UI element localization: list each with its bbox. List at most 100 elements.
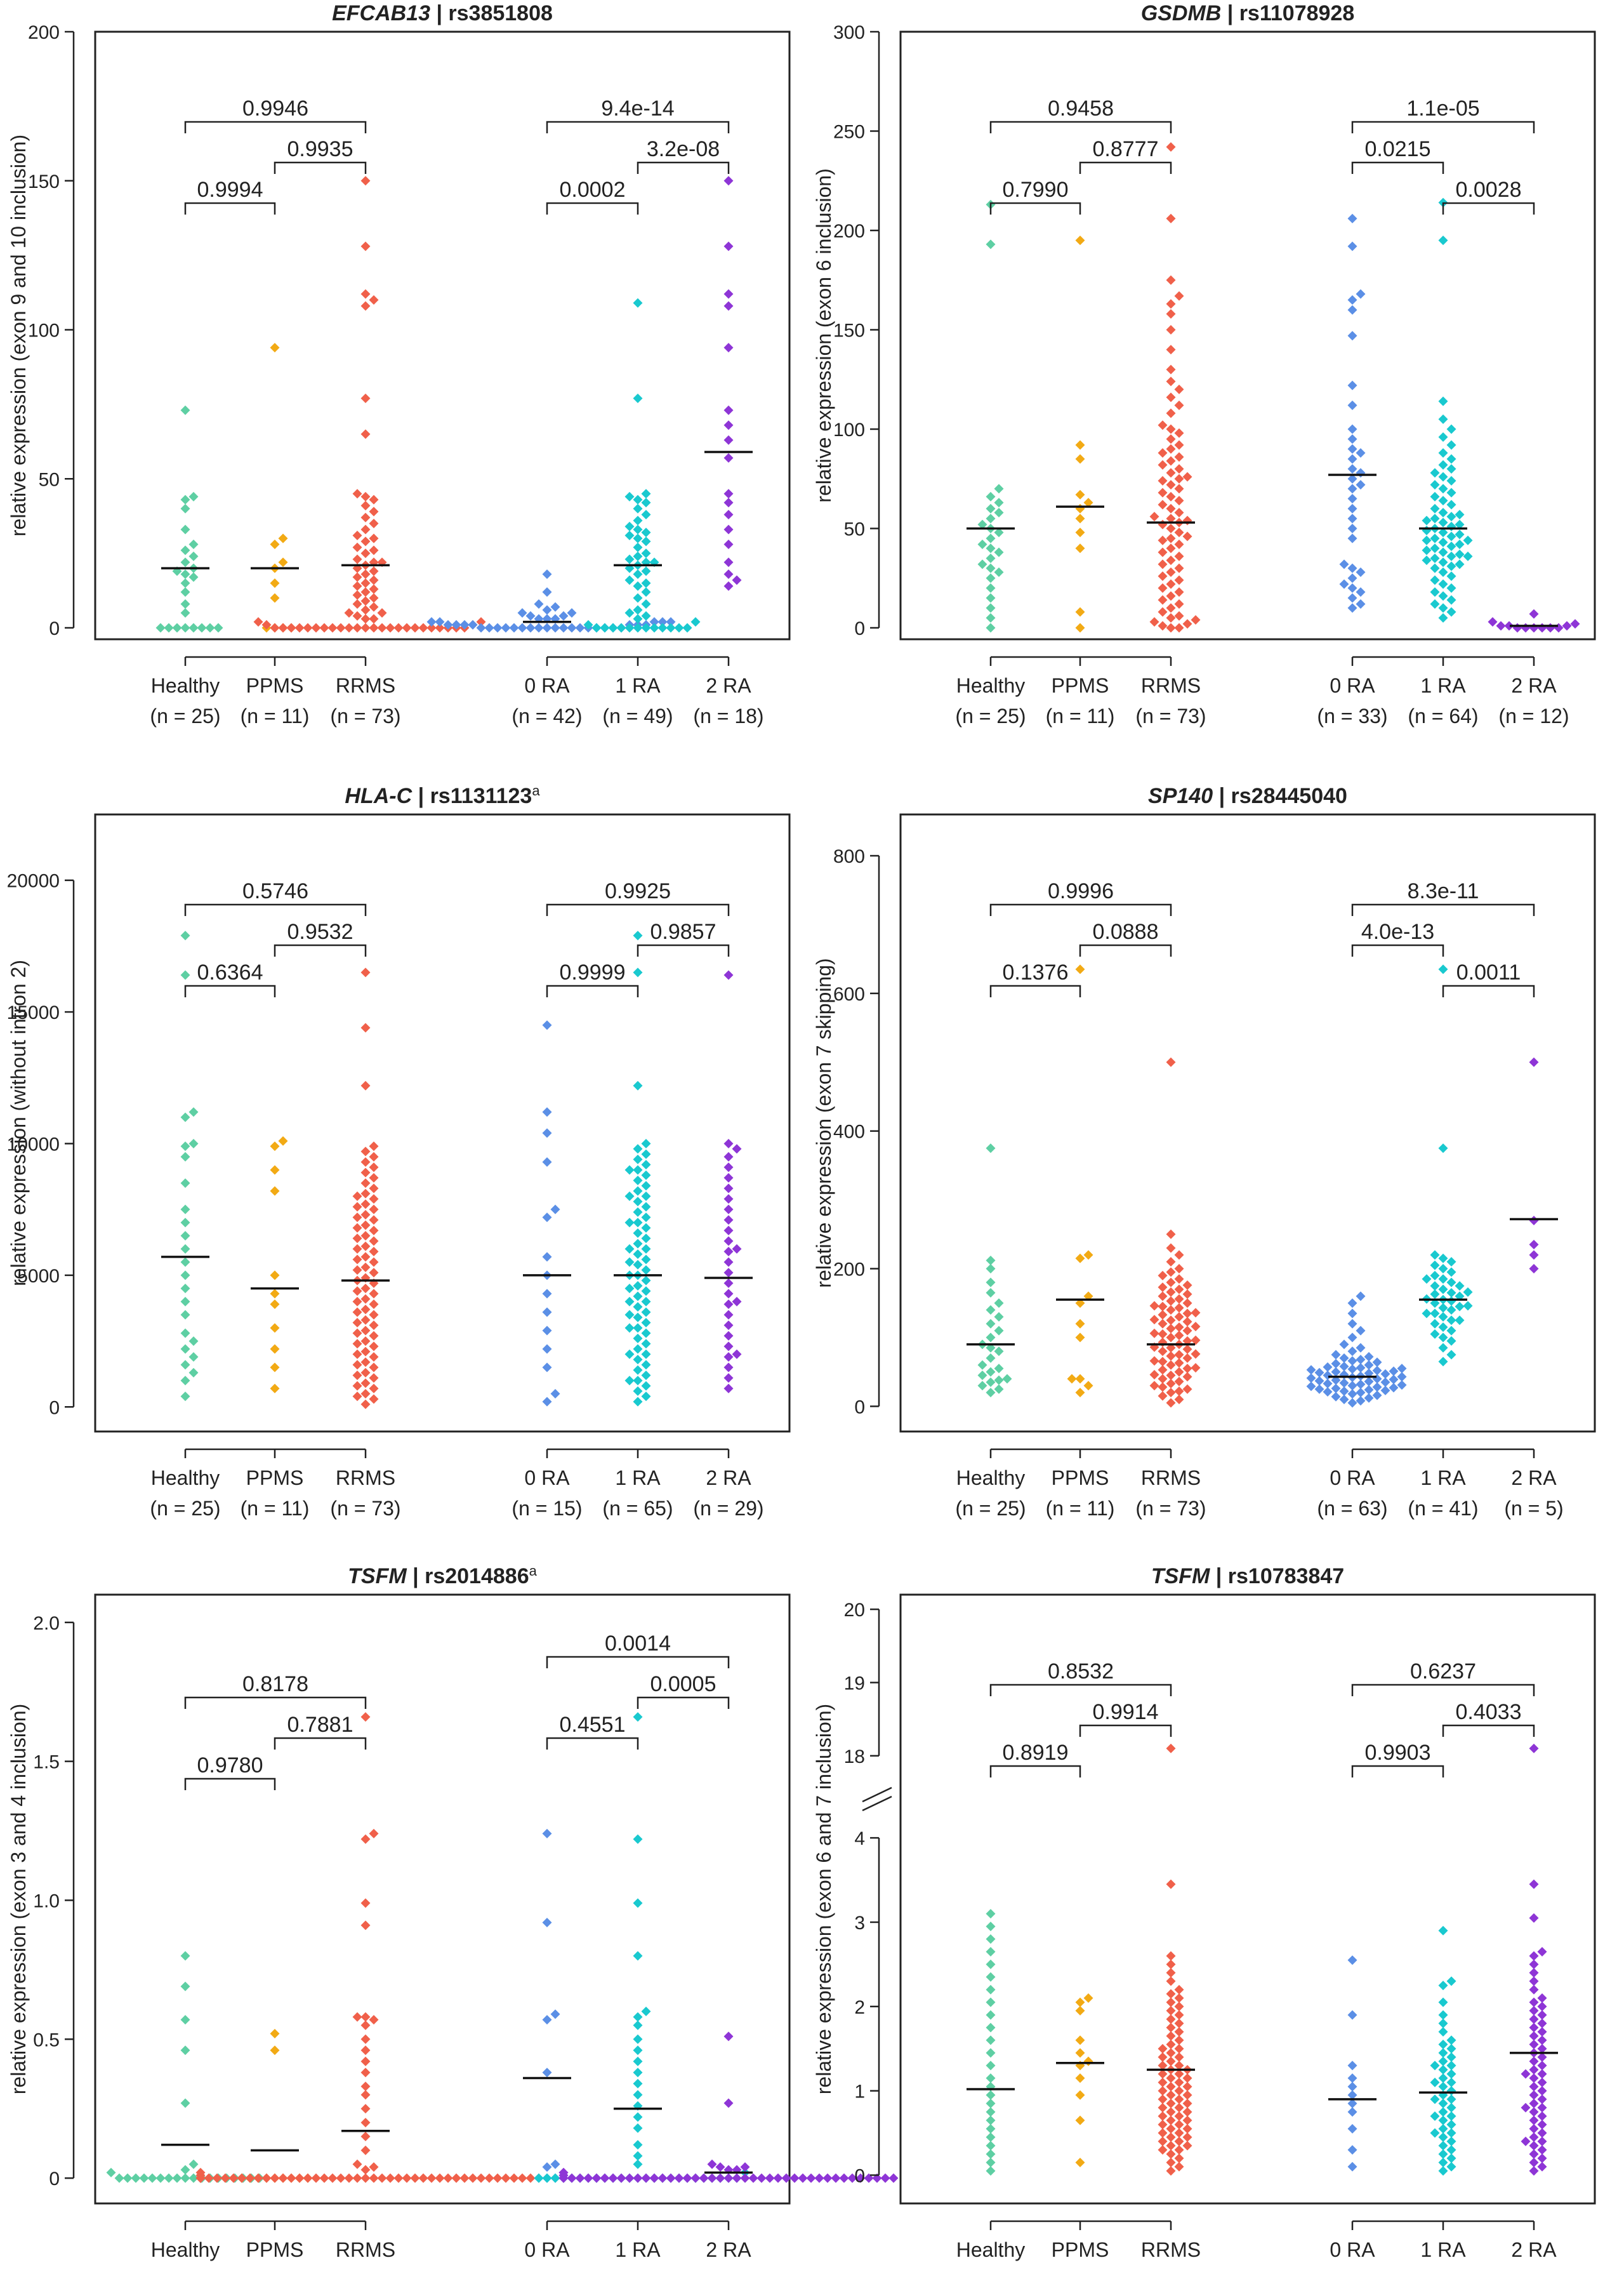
group-n-label: (n = 44) <box>1408 2269 1478 2272</box>
chart-title: GSDMB | rs11078928 <box>1141 1 1355 25</box>
data-point <box>164 2173 174 2183</box>
data-point <box>1166 591 1176 601</box>
data-point <box>369 1352 379 1362</box>
data-point <box>641 1191 651 1201</box>
data-point <box>1166 2005 1176 2016</box>
data-point <box>369 602 379 612</box>
data-point <box>624 530 635 540</box>
data-point <box>1166 1267 1176 1277</box>
data-point <box>994 1375 1004 1385</box>
group-label: PPMS <box>1052 674 1109 697</box>
group-n-label: (n = 25) <box>955 2269 1026 2272</box>
data-point <box>641 1286 651 1296</box>
data-point <box>1438 1343 1448 1353</box>
data-point <box>633 1386 643 1396</box>
data-point <box>369 519 379 529</box>
data-point <box>1446 1267 1456 1277</box>
group-n-label: (n = 11) <box>1046 2269 1115 2272</box>
data-point <box>476 623 486 633</box>
data-point <box>1075 489 1085 500</box>
data-point <box>641 548 651 559</box>
comparison-bracket <box>637 1696 730 1709</box>
data-point <box>1306 1381 1316 1392</box>
data-point <box>1529 2031 1539 2041</box>
data-point <box>1158 488 1168 498</box>
data-point <box>188 1138 199 1148</box>
data-point <box>994 1298 1004 1308</box>
data-point <box>1446 2094 1456 2104</box>
data-point <box>402 2173 412 2183</box>
data-point <box>369 1320 379 1331</box>
data-point <box>1166 613 1176 623</box>
data-point <box>986 2141 996 2151</box>
data-point <box>114 2173 124 2183</box>
data-point <box>1166 2090 1176 2100</box>
data-point <box>509 2173 519 2183</box>
data-point <box>180 578 190 588</box>
group-label: RRMS <box>1141 1466 1201 1489</box>
data-point <box>426 617 437 627</box>
chart-title: TSFM | rs2014886a <box>348 1563 537 1589</box>
data-point <box>542 1362 552 1372</box>
data-point <box>360 1336 371 1346</box>
data-point <box>517 2173 527 2183</box>
data-point <box>1537 1993 1547 2003</box>
data-point <box>633 1207 643 1217</box>
data-point <box>180 569 190 579</box>
data-point <box>1537 2120 1547 2130</box>
data-point <box>1356 599 1366 609</box>
data-point <box>360 429 371 439</box>
data-point <box>641 1160 651 1170</box>
data-point <box>1347 2082 1357 2092</box>
data-point <box>1158 2043 1168 2054</box>
y-tick-label: 50 <box>844 519 865 540</box>
data-point <box>1446 2120 1456 2130</box>
data-point <box>1438 2082 1448 2092</box>
data-point <box>270 1323 280 1333</box>
data-point <box>1158 2077 1168 2087</box>
group-label: 2 RA <box>706 2238 751 2261</box>
data-point <box>188 2159 199 2169</box>
chart-title: HLA-C | rs1131123a <box>345 783 540 809</box>
data-point <box>1438 557 1448 568</box>
group-label: 2 RA <box>1511 674 1557 697</box>
data-point <box>1158 519 1168 529</box>
group-n-label: (n = 11) <box>1318 2269 1387 2272</box>
data-point <box>270 343 280 353</box>
data-point <box>1446 2162 1456 2172</box>
data-point <box>360 1220 371 1230</box>
data-point <box>180 1112 190 1122</box>
data-point <box>352 1307 362 1317</box>
data-point <box>344 608 354 618</box>
group-n-label: (n = 25) <box>955 705 1026 727</box>
y-tick-label: 200 <box>833 1259 865 1280</box>
data-point <box>360 1241 371 1251</box>
data-point <box>641 528 651 538</box>
data-point <box>1166 533 1176 543</box>
data-point <box>1529 1913 1539 1923</box>
data-point <box>1182 2132 1192 2142</box>
data-point <box>360 536 371 547</box>
data-point <box>633 298 643 308</box>
data-point <box>1075 528 1085 538</box>
data-point <box>1438 448 1448 458</box>
data-point <box>1339 1378 1349 1388</box>
data-point <box>1446 1257 1456 1267</box>
data-point <box>666 2173 676 2183</box>
group-label: 2 RA <box>706 674 751 697</box>
data-point <box>1529 2090 1539 2100</box>
data-point <box>1182 1308 1192 1319</box>
data-point <box>1182 1353 1192 1363</box>
data-point <box>1158 595 1168 605</box>
data-point <box>1455 529 1465 540</box>
data-point <box>180 1244 190 1254</box>
data-point <box>319 2173 329 2183</box>
data-point <box>1347 464 1357 474</box>
data-point <box>583 620 593 630</box>
data-point <box>1529 1997 1539 2007</box>
data-point <box>369 1215 379 1225</box>
data-point <box>360 1389 371 1399</box>
data-point <box>352 1392 362 1402</box>
data-point <box>633 1302 643 1312</box>
p-value-label: 0.0002 <box>560 178 626 202</box>
